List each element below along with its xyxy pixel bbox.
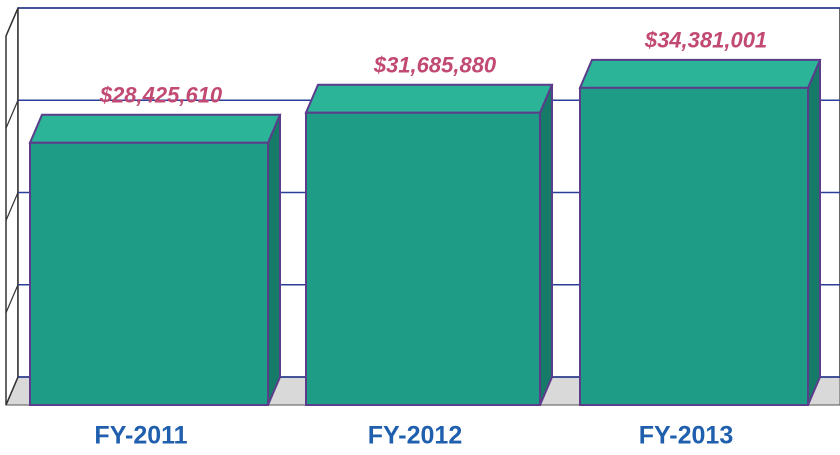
bar-top bbox=[28, 113, 282, 144]
bar bbox=[305, 111, 541, 406]
x-tick-label: FY-2011 bbox=[94, 422, 187, 450]
bar bbox=[29, 141, 269, 406]
value-label: $28,425,610 bbox=[99, 83, 223, 108]
x-tick-label: FY-2013 bbox=[639, 422, 734, 450]
bar-side bbox=[539, 84, 553, 406]
x-tick-label: FY-2012 bbox=[368, 422, 463, 450]
grid-line-side bbox=[5, 284, 19, 313]
bar-top bbox=[304, 83, 554, 114]
bar-side bbox=[807, 59, 821, 406]
grid-line-side bbox=[5, 376, 19, 406]
bar-top bbox=[578, 58, 822, 89]
grid-line-side bbox=[5, 7, 19, 37]
bar-side bbox=[267, 114, 281, 406]
grid-line-side bbox=[5, 100, 19, 129]
value-label: $31,685,880 bbox=[373, 53, 497, 78]
value-label: $34,381,001 bbox=[644, 28, 767, 53]
bar bbox=[579, 86, 809, 406]
grid-line-side bbox=[5, 192, 19, 221]
